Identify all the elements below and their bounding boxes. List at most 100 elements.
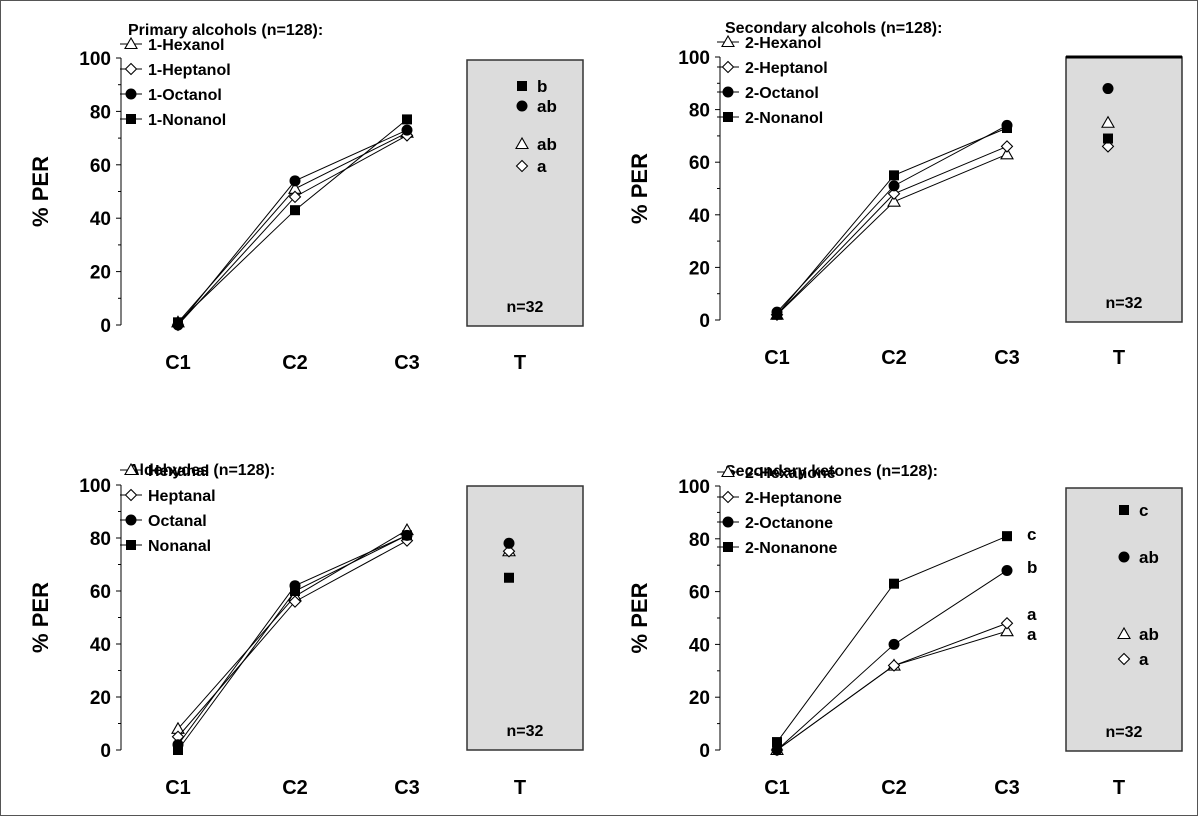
x-tick-label: C2	[881, 347, 907, 369]
y-tick-label: 100	[79, 476, 111, 497]
legend-entry: 2-Nonanone	[745, 540, 838, 557]
data-point-2-heptanone	[1000, 617, 1014, 630]
data-point-2-nonanol	[1002, 123, 1012, 134]
significance-label: ab	[537, 135, 557, 154]
y-tick-label: 20	[90, 263, 111, 284]
series-line-2-octanol	[776, 124, 1008, 313]
data-point-nonanal	[290, 586, 300, 596]
legend-entry: 1-Heptanol	[148, 62, 231, 79]
y-tick-label: 0	[699, 311, 710, 332]
y-tick-label: 80	[90, 529, 111, 550]
test-box	[466, 485, 584, 751]
y-tick-label: 0	[100, 316, 111, 337]
y-tick-label: 60	[90, 156, 111, 177]
test-point-2-hexanone	[1117, 626, 1131, 640]
c3-significance-label: a	[1027, 625, 1037, 644]
significance-label: a	[1139, 650, 1149, 669]
legend-entry: 2-Hexanol	[745, 35, 821, 52]
test-n-label: n=32	[507, 299, 544, 316]
data-point-2-hexanol	[887, 194, 901, 207]
chart-title: Secondary ketones (n=128):	[725, 463, 938, 480]
chart-title: Secondary alcohols (n=128):	[725, 20, 942, 37]
test-n-label: n=32	[1106, 295, 1143, 312]
test-point-heptanal	[502, 544, 516, 558]
c3-significance-label: a	[1027, 605, 1037, 624]
x-tick-label: C3	[994, 777, 1020, 799]
legend-entry: 2-Hexanone	[745, 465, 836, 482]
legend-entry: Heptanal	[148, 488, 216, 505]
legend-marker-hexanal	[124, 462, 138, 476]
y-tick-label: 100	[678, 477, 710, 498]
legend-marker-2-heptanol	[721, 60, 735, 74]
y-axis-label: % PER	[28, 582, 53, 653]
test-point-nonanal	[504, 572, 514, 583]
y-axis-label: % PER	[28, 156, 53, 227]
x-tick-label-test: T	[1113, 777, 1125, 799]
legend-entry: 2-Heptanone	[745, 490, 842, 507]
data-point-nonanal	[402, 530, 412, 541]
data-point-1-nonanol	[402, 114, 412, 125]
y-tick-label: 100	[678, 48, 710, 69]
legend-marker-2-hexanone	[721, 464, 735, 478]
test-point-1-hexanol	[515, 136, 529, 150]
legend-marker-2-heptanone	[721, 490, 735, 504]
test-box	[1065, 56, 1183, 323]
y-tick-label: 0	[699, 741, 710, 762]
legend-marker-2-octanone	[722, 516, 734, 528]
c3-significance-label: c	[1027, 525, 1036, 544]
x-tick-label: C1	[165, 352, 191, 374]
x-tick-label: C3	[994, 347, 1020, 369]
significance-label: ab	[1139, 548, 1159, 567]
legend-marker-1-nonanol	[126, 114, 136, 124]
legend-entry: Octanal	[148, 513, 207, 530]
data-point-heptanal	[288, 595, 302, 608]
test-point-2-heptanone	[1117, 652, 1131, 666]
series-line-1-heptanol	[177, 134, 408, 326]
significance-label: c	[1139, 501, 1148, 520]
data-point-2-hexanone	[1000, 624, 1014, 637]
y-tick-label: 100	[79, 49, 111, 70]
test-n-label: n=32	[1106, 724, 1143, 741]
data-point-2-hexanol	[1000, 147, 1014, 160]
legend-marker-1-octanol	[125, 88, 137, 100]
y-tick-label: 80	[689, 101, 710, 122]
legend-marker-octanal	[125, 514, 137, 526]
test-point-1-octanol	[516, 100, 528, 112]
legend-entry: 1-Nonanol	[148, 112, 226, 129]
legend-marker-heptanal	[124, 488, 138, 502]
series-line-1-octanol	[177, 129, 408, 326]
legend-marker-2-octanol	[722, 86, 734, 98]
chart-title: Aldehydes (n=128):	[128, 462, 275, 479]
significance-label: b	[537, 77, 547, 96]
test-point-2-octanone	[1118, 551, 1130, 563]
x-tick-label-test: T	[514, 352, 526, 374]
y-tick-label: 40	[689, 635, 710, 656]
data-point-2-nonanone	[1002, 531, 1012, 542]
series-line-2-nonanone	[776, 535, 1008, 743]
data-point-2-octanone	[1001, 564, 1013, 576]
x-tick-label: C3	[394, 777, 420, 799]
x-tick-label-test: T	[1113, 347, 1125, 369]
data-point-1-heptanol	[288, 190, 302, 204]
series-line-nonanal	[177, 534, 408, 751]
y-tick-label: 60	[689, 583, 710, 604]
data-point-1-octanol	[289, 175, 301, 187]
chart-panel-4: n=32 0 20 40 60 80 100 % PER C1 C2 C3 T Secondary ke…	[627, 463, 1183, 799]
series-line-2-octanone	[776, 570, 1008, 751]
test-point-2-octanol	[1102, 83, 1114, 95]
y-tick-label: 40	[90, 209, 111, 230]
significance-label: ab	[537, 97, 557, 116]
series-line-2-nonanol	[776, 127, 1008, 316]
chart-panel-1: n=32 0 20 40 60 80 100 % PER C1 C2 C3 T Primary alco…	[28, 22, 584, 374]
series-line-heptanal	[177, 540, 408, 738]
x-tick-label: C1	[764, 347, 790, 369]
y-tick-label: 20	[689, 258, 710, 279]
legend-marker-2-nonanone	[723, 542, 733, 552]
data-point-1-nonanol	[173, 317, 183, 328]
y-tick-label: 80	[689, 530, 710, 551]
legend-marker-nonanal	[126, 540, 136, 550]
y-tick-label: 0	[100, 741, 111, 762]
legend-marker-1-heptanol	[124, 62, 138, 76]
